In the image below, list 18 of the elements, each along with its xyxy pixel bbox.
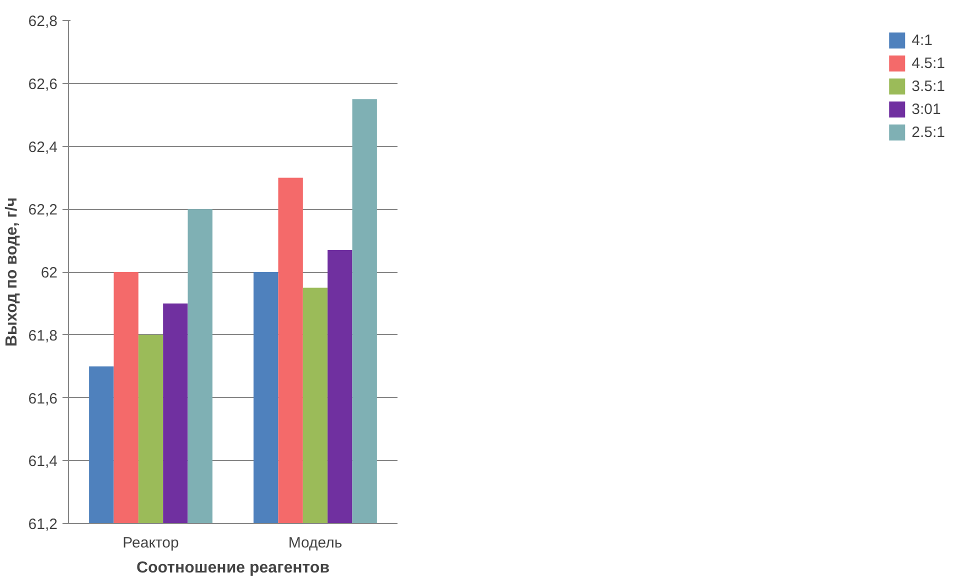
legend-label: 4:1 xyxy=(912,32,932,48)
legend-label: 4.5:1 xyxy=(912,54,945,72)
y-tick-label: 62,6 xyxy=(28,76,58,93)
y-tick-label: 62,8 xyxy=(28,13,58,30)
y-tick-label: 61,2 xyxy=(28,516,58,533)
y-tick-label: 61,4 xyxy=(28,453,58,470)
y-tick-label: 61,6 xyxy=(28,390,58,408)
y-tick-label: 61,8 xyxy=(28,327,58,344)
x-tick-label: Реактор xyxy=(122,534,179,552)
y-tick-label: 62,2 xyxy=(28,202,58,219)
x-tick-label: Модель xyxy=(288,534,342,552)
legend-label: 2.5:1 xyxy=(912,124,945,140)
y-tick-label: 62,4 xyxy=(28,138,58,156)
legend-label: 3:01 xyxy=(912,100,941,118)
y-tick-label: 62 xyxy=(40,264,58,282)
x-axis-title: Соотношение реагентов xyxy=(136,560,330,576)
y-axis-title: Выход по воде, г/ч xyxy=(3,197,20,347)
legend-label: 3.5:1 xyxy=(912,78,945,94)
